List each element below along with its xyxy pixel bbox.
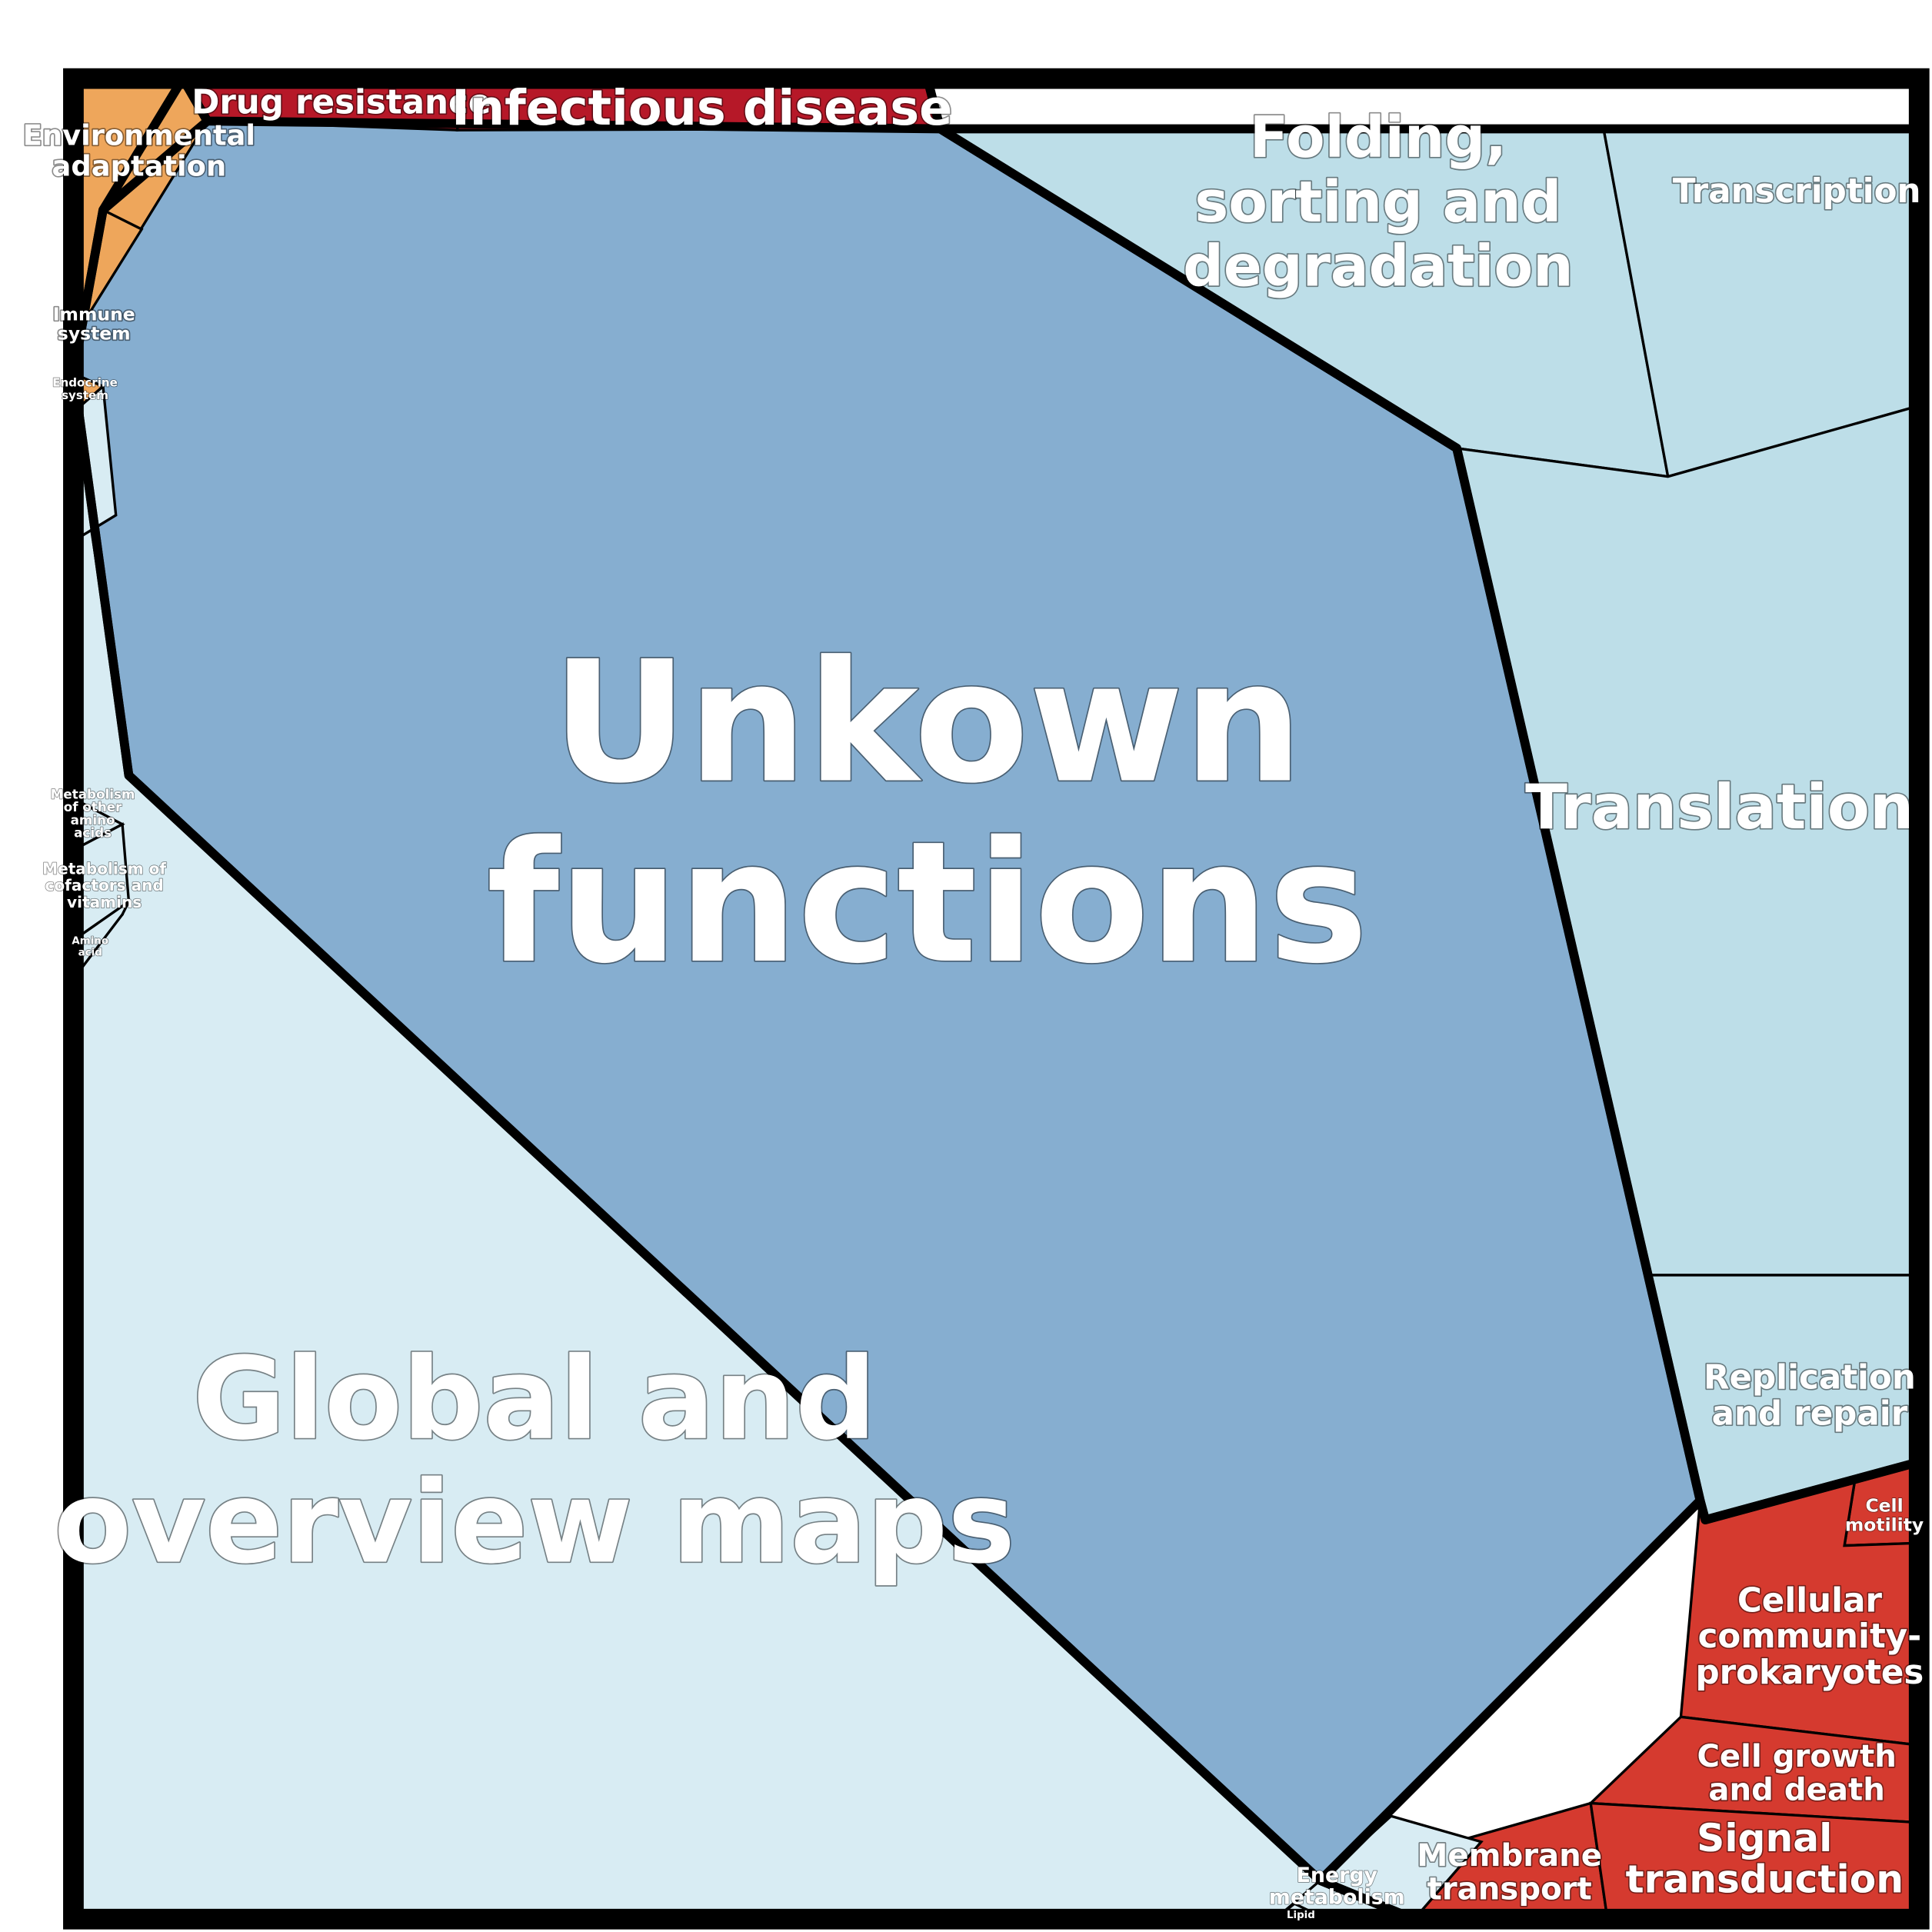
label-cell-growth-and-death: Cell growthand death — [1697, 1739, 1896, 1808]
label-infectious-disease: Infectious disease — [451, 80, 952, 137]
label-unknown-functions: Unkownfunctions — [487, 625, 1368, 1000]
label-global-and-overview-maps: Global andoverview maps — [54, 1332, 1015, 1588]
label-environmental-adaptation: Environmentaladaptation — [23, 118, 255, 182]
label-endocrine-system: Endocrinesystem — [52, 375, 118, 402]
label-lipid-metabolism: Lipid — [1287, 1910, 1315, 1921]
label-transcription: Transcription — [1673, 172, 1921, 211]
label-replication-and-repair: Replicationand repair — [1704, 1359, 1916, 1434]
label-drug-resistance: Drug resistance — [192, 84, 491, 122]
voronoi-treemap: UnkownfunctionsFolding,sorting anddegrad… — [0, 0, 1932, 1932]
label-translation: Translation — [1525, 771, 1914, 843]
label-membrane-transport: Membranetransport — [1417, 1838, 1602, 1907]
label-immune-system: Immunesystem — [53, 303, 135, 344]
